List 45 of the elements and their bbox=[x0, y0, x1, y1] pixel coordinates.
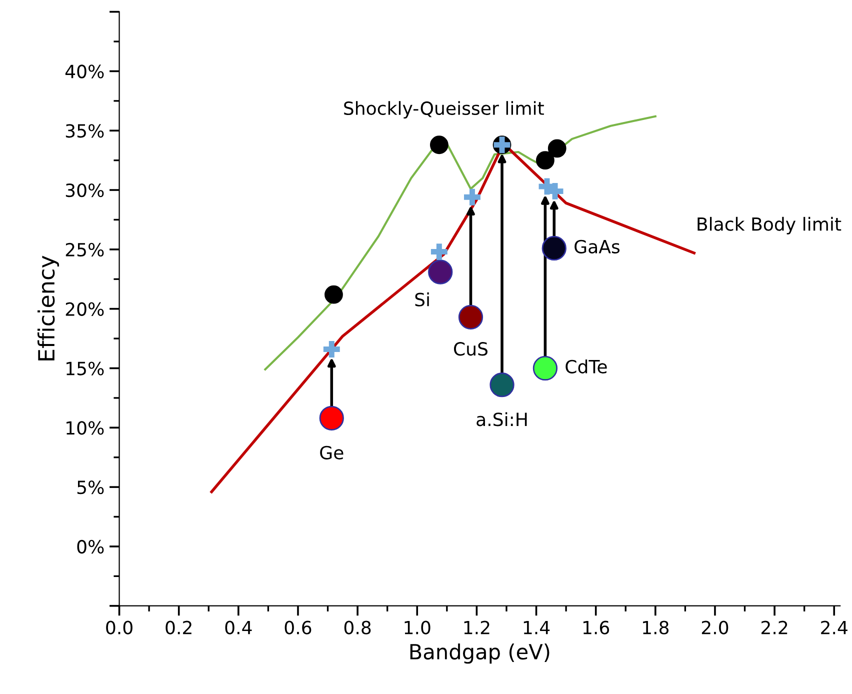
y-tick-label: 20% bbox=[66, 302, 104, 316]
series-label: a.Si:H bbox=[476, 412, 527, 426]
y-tick-label: 15% bbox=[66, 362, 104, 376]
y-tick-label: 0% bbox=[77, 540, 104, 554]
series-label: Ge bbox=[320, 446, 344, 460]
point bbox=[458, 304, 484, 330]
x-tick-label: 0.8 bbox=[344, 620, 371, 634]
y-tick-label: 10% bbox=[66, 421, 104, 435]
y-tick-label: 40% bbox=[65, 64, 104, 78]
x-tick-label: 1.2 bbox=[464, 620, 490, 634]
y-tick-label: 30% bbox=[66, 183, 104, 198]
series-label: CuS bbox=[454, 342, 488, 356]
point bbox=[428, 260, 453, 284]
x-tick-label: 2.2 bbox=[762, 620, 788, 634]
point bbox=[324, 285, 343, 304]
series-label: GaAs bbox=[574, 240, 620, 254]
x-tick-label: 0.6 bbox=[284, 620, 312, 634]
point bbox=[430, 136, 448, 154]
point bbox=[319, 406, 344, 430]
series-label: Black Body limit bbox=[698, 216, 842, 234]
point bbox=[548, 139, 566, 158]
point bbox=[532, 356, 558, 381]
point bbox=[464, 188, 480, 206]
series-label: Si bbox=[415, 292, 429, 306]
x-tick-label: 0.0 bbox=[106, 620, 132, 634]
series-label: CdTe bbox=[566, 360, 607, 374]
y-tick-label: 25% bbox=[66, 242, 104, 257]
x-tick-label: 1.8 bbox=[643, 620, 669, 634]
y-axis-title: Efficiency bbox=[38, 256, 60, 360]
x-tick-label: 1.0 bbox=[404, 620, 430, 634]
point bbox=[490, 372, 514, 398]
x-tick-label: 1.6 bbox=[583, 620, 610, 634]
point bbox=[542, 236, 566, 261]
series-label: Shockly-Queisser limit bbox=[344, 101, 544, 119]
y-tick-label: 35% bbox=[66, 124, 104, 138]
x-tick-label: 1.4 bbox=[524, 621, 550, 634]
x-tick-label: 0.2 bbox=[166, 620, 192, 634]
point bbox=[430, 244, 448, 260]
x-axis-title: Bandgap (eV) bbox=[410, 643, 550, 664]
x-tick-label: 0.4 bbox=[225, 620, 252, 634]
point bbox=[536, 151, 554, 170]
x-tick-label: 2.0 bbox=[702, 620, 728, 634]
x-tick-label: 2.4 bbox=[821, 620, 848, 634]
point bbox=[323, 341, 340, 358]
y-tick-label: 5% bbox=[77, 480, 104, 494]
